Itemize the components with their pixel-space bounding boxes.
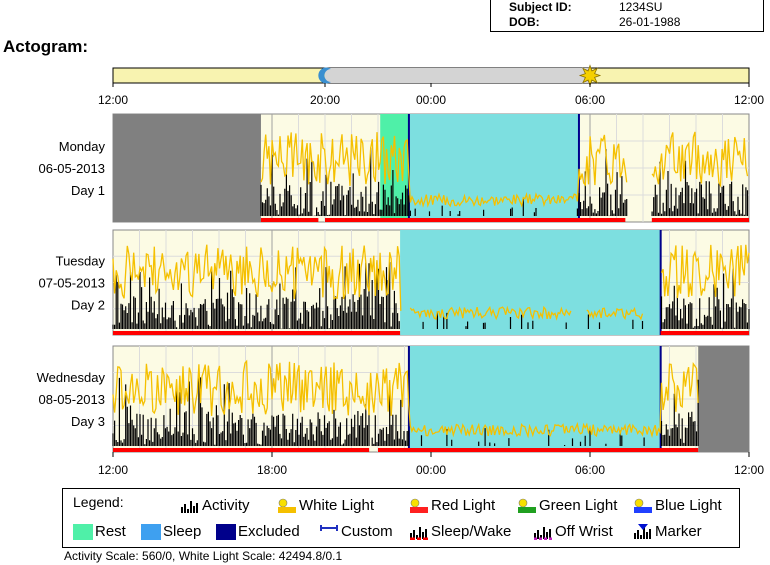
day-date-label: 06-05-2013 <box>39 161 106 176</box>
legend-label: Activity <box>202 497 250 514</box>
day-name-label: Tuesday <box>56 254 106 269</box>
activity-trace <box>260 147 749 216</box>
top-tick-label: 12:00 <box>98 93 128 107</box>
legend-label: Green Light <box>539 497 618 514</box>
sleep-swatch <box>141 524 161 540</box>
page-title: Actogram: <box>3 37 89 56</box>
red-light-band <box>113 331 401 335</box>
top-tick-label: 12:00 <box>734 93 764 107</box>
white-light-icon <box>278 498 296 513</box>
red-light-band <box>113 448 370 452</box>
sun-icon <box>578 64 602 87</box>
subject-id-value: 1234SU <box>619 0 663 14</box>
x-tick-label: 12:00 <box>98 463 128 477</box>
day-panel-2: Tuesday 07-05-2013 Day 2 <box>39 229 750 336</box>
marker-icon <box>634 524 651 539</box>
top-tick-label: 00:00 <box>416 93 446 107</box>
white-light-trace <box>260 131 749 208</box>
legend-label: Blue Light <box>655 497 722 514</box>
white-light-trace <box>112 244 750 321</box>
sleep-region <box>408 346 661 452</box>
subject-id-row: Subject ID: 1234SU <box>491 0 763 15</box>
night-band <box>325 68 590 83</box>
subject-info-box: Subject ID: 1234SU DOB: 26-01-1988 <box>490 0 764 32</box>
white-light-trace <box>112 359 699 439</box>
red-light-band <box>260 218 319 222</box>
green-light-icon <box>518 498 536 513</box>
dob-row: DOB: 26-01-1988 <box>491 15 763 30</box>
day-date-label: 07-05-2013 <box>39 276 106 291</box>
legend-title: Legend: <box>73 494 124 510</box>
subject-id-label: Subject ID: <box>509 0 572 14</box>
excluded-region <box>698 346 749 452</box>
actogram-chart: 12:00 20:00 00:00 06:00 12:00 Monday 06-05-201… <box>37 64 764 477</box>
day-panel-3: Wednesday 08-05-2013 Day 3 <box>37 345 750 453</box>
red-light-icon <box>410 498 428 513</box>
sun-shape <box>578 64 602 87</box>
day-date-label: 08-05-2013 <box>39 392 106 407</box>
off-wrist-icon <box>534 527 552 540</box>
day-name-label: Monday <box>59 139 106 154</box>
custom-icon <box>320 525 338 531</box>
dob-label: DOB: <box>509 15 540 29</box>
moon-icon <box>318 67 331 84</box>
scale-note: Activity Scale: 560/0, White Light Scale… <box>64 549 343 563</box>
sleep-wake-icon <box>410 527 428 540</box>
legend-label: Marker <box>655 523 702 540</box>
activity-trace <box>112 262 750 329</box>
day-panel-1: Monday 06-05-2013 Day 1 <box>39 113 750 223</box>
day-number-label: Day 1 <box>71 183 105 198</box>
red-light-band <box>325 218 626 222</box>
excluded-region <box>113 114 261 222</box>
red-light-band <box>651 218 749 222</box>
x-tick-label: 00:00 <box>416 463 446 477</box>
top-tick-label: 20:00 <box>310 93 340 107</box>
legend-label: Custom <box>341 523 393 540</box>
rest-swatch <box>73 524 93 540</box>
blue-light-icon <box>634 498 652 513</box>
legend: Legend: Activity White Light Red Light Gree… <box>62 488 740 548</box>
red-light-band <box>378 448 699 452</box>
excluded-swatch <box>216 524 236 540</box>
x-tick-label: 06:00 <box>575 463 605 477</box>
legend-label: White Light <box>299 497 375 514</box>
sleep-region <box>408 114 579 222</box>
day-name-label: Wednesday <box>37 370 106 385</box>
dob-value: 26-01-1988 <box>619 15 681 29</box>
legend-label: Sleep/Wake <box>431 523 512 540</box>
legend-label: Off Wrist <box>555 523 613 540</box>
legend-label: Excluded <box>238 523 300 540</box>
activity-trace <box>112 376 699 446</box>
red-light-band <box>660 331 749 335</box>
activity-icon <box>181 501 198 513</box>
legend-label: Red Light <box>431 497 496 514</box>
day-number-label: Day 2 <box>71 298 105 313</box>
x-tick-label: 12:00 <box>734 463 764 477</box>
legend-label: Rest <box>95 523 126 540</box>
sleep-region <box>400 230 661 335</box>
legend-label: Sleep <box>163 523 202 540</box>
day-number-label: Day 3 <box>71 414 105 429</box>
top-tick-label: 06:00 <box>575 93 605 107</box>
x-tick-label: 18:00 <box>257 463 287 477</box>
